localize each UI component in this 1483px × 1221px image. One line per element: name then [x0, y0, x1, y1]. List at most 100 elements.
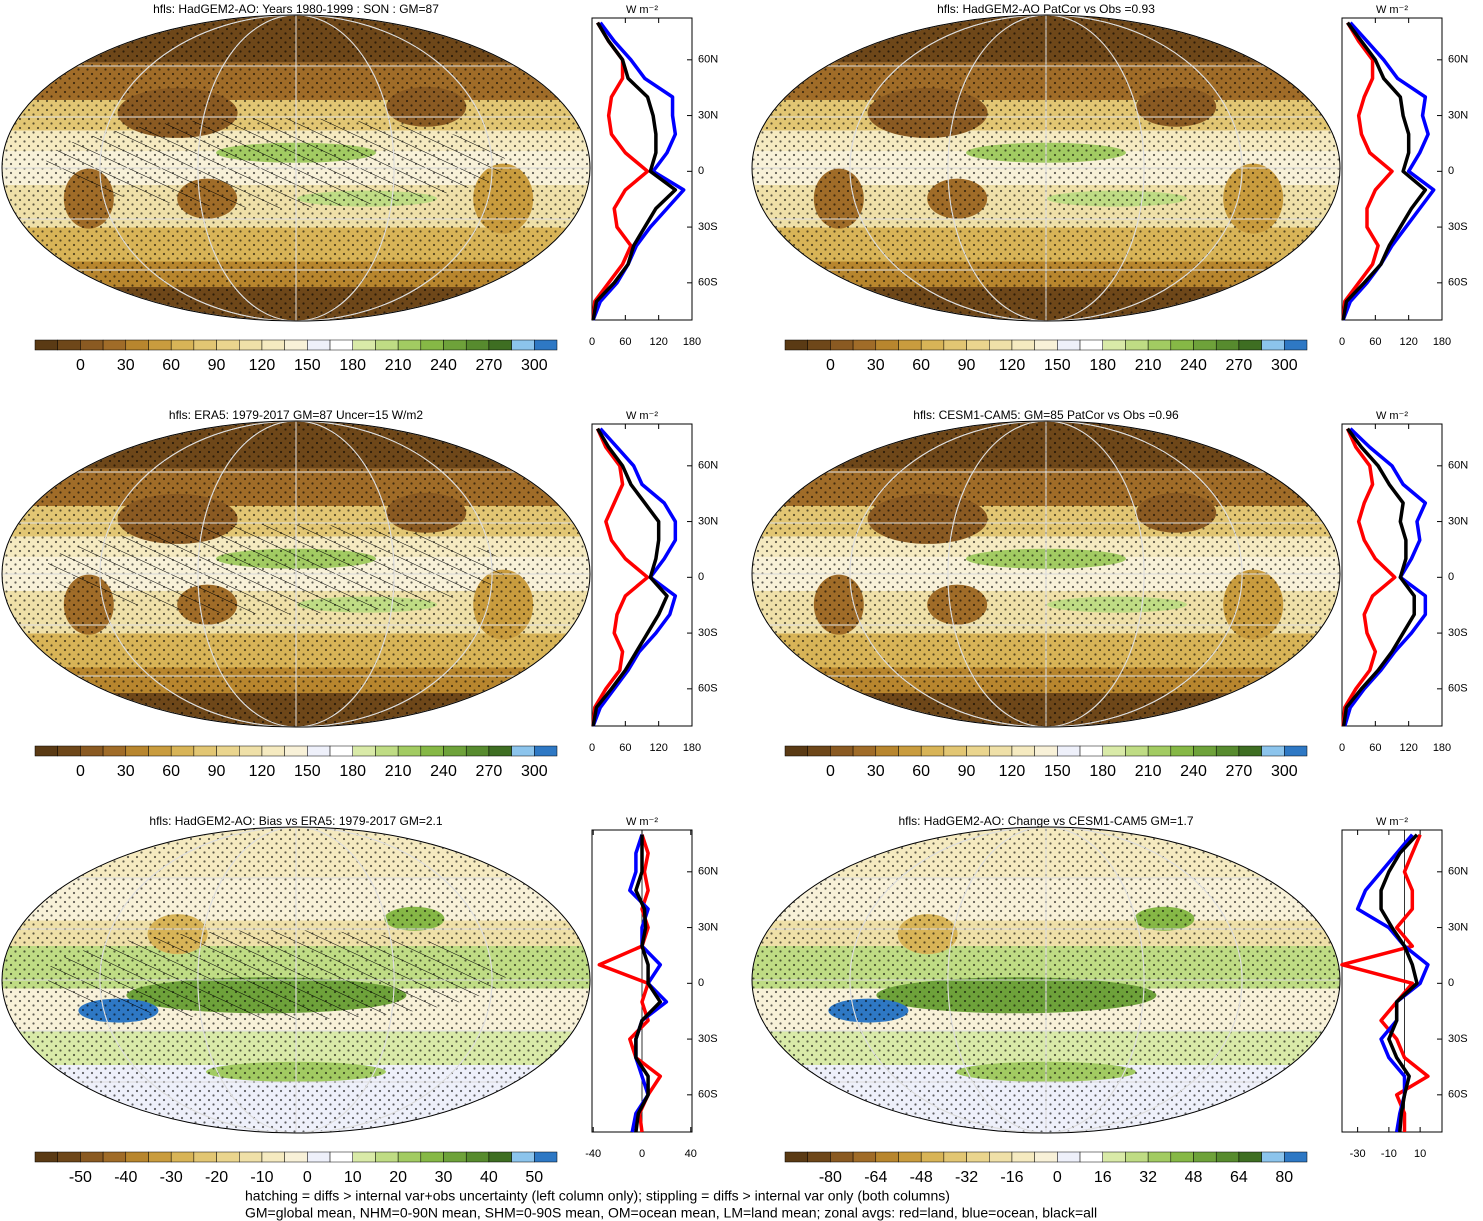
map-border	[1, 826, 591, 1134]
colorbar-box	[193, 339, 217, 351]
graticule	[99, 421, 493, 727]
colorbar-box	[1102, 339, 1126, 351]
x-tick-label: -10	[1381, 1148, 1397, 1160]
hatching	[46, 930, 506, 1020]
colorbar-box	[34, 339, 58, 351]
colorbar-box	[284, 339, 308, 351]
colorbar-box	[1238, 339, 1262, 351]
colorbar-label: 30	[435, 1169, 453, 1186]
colorbar-box	[284, 745, 308, 757]
colorbar-box	[534, 1151, 558, 1163]
colorbar-label: 270	[1226, 763, 1253, 780]
map-border	[1, 420, 591, 728]
colorbar-box	[284, 1151, 308, 1163]
colorbar-label: 210	[1135, 763, 1162, 780]
colorbar-label: -64	[864, 1169, 887, 1186]
colorbar-label: 10	[344, 1169, 362, 1186]
colorbar-label: 210	[1135, 357, 1162, 374]
colorbar-label: 270	[476, 763, 503, 780]
colorbar-label: 180	[1089, 763, 1116, 780]
colorbar-label: 60	[162, 357, 180, 374]
y-tick-label: 60N	[698, 460, 718, 472]
y-tick-label: 30S	[698, 627, 718, 639]
colorbar-box	[966, 745, 990, 757]
zonal-line	[1355, 833, 1430, 1133]
y-tick-label: 30N	[1448, 515, 1468, 527]
zonal-frame	[1341, 423, 1443, 727]
colorbar-label: -48	[910, 1169, 933, 1186]
colorbar-box	[443, 339, 467, 351]
colorbar-box	[784, 745, 808, 757]
map-border	[751, 420, 1341, 728]
colorbar-box	[534, 745, 558, 757]
colorbar-box	[488, 1151, 512, 1163]
x-tick-label: 60	[619, 336, 631, 348]
y-tick-label: 0	[698, 571, 704, 583]
x-axis-label: W m⁻²	[1376, 410, 1408, 422]
colorbar-box	[465, 339, 490, 351]
colorbar-box	[352, 745, 376, 757]
zonal-line	[591, 427, 650, 727]
colorbar-box	[1215, 745, 1240, 757]
colorbar-box	[239, 339, 263, 351]
y-tick-label: 60N	[698, 866, 718, 878]
colorbar-label: 0	[826, 357, 835, 374]
colorbar-box	[329, 745, 353, 757]
graticule	[197, 827, 395, 1133]
colorbar-box	[1170, 339, 1194, 351]
map	[752, 15, 1340, 321]
colorbar-label: 270	[1226, 357, 1253, 374]
colorbar-box	[1147, 745, 1172, 757]
colorbar-label: 300	[1271, 357, 1298, 374]
colorbar-box	[1284, 339, 1308, 351]
x-tick-label: 120	[649, 336, 667, 348]
colorbar-label: 0	[303, 1169, 312, 1186]
zonal-frame	[591, 17, 693, 321]
colorbar-box	[943, 745, 967, 757]
colorbar-box	[784, 339, 808, 351]
panel-title: hfls: HadGEM2-AO: Change vs CESM1-CAM5 G…	[898, 814, 1193, 828]
panel-title: hfls: CESM1-CAM5: GM=85 PatCor vs Obs =0…	[913, 408, 1179, 422]
colorbar-box	[807, 1151, 831, 1163]
colorbar-box	[1170, 745, 1194, 757]
y-tick-label: 60N	[1448, 54, 1468, 66]
colorbar-box	[534, 339, 558, 351]
zonal-line	[1341, 21, 1394, 321]
colorbar-label: 300	[521, 763, 548, 780]
colorbar-box	[1261, 339, 1285, 351]
panel-title: hfls: ERA5: 1979-2017 GM=87 Uncer=15 W/m…	[169, 408, 423, 422]
colorbar-box	[329, 1151, 353, 1163]
colorbar-box	[102, 745, 127, 757]
y-tick-label: 30N	[698, 109, 718, 121]
colorbar-label: 180	[339, 763, 366, 780]
colorbar-label: 300	[521, 357, 548, 374]
colorbar-label: -10	[250, 1169, 273, 1186]
x-tick-label: 0	[589, 336, 595, 348]
y-tick-label: 60N	[1448, 866, 1468, 878]
x-axis-label: W m⁻²	[1376, 4, 1408, 16]
y-tick-label: 0	[698, 977, 704, 989]
colorbar-box	[1057, 339, 1081, 351]
colorbar-label: 50	[525, 1169, 543, 1186]
colorbar-label: 60	[912, 763, 930, 780]
colorbar-box	[852, 1151, 877, 1163]
colorbar-box	[420, 745, 444, 757]
colorbar-label: -80	[819, 1169, 842, 1186]
colorbar-label: 40	[480, 1169, 498, 1186]
colorbar-box	[465, 1151, 490, 1163]
zonal-line	[1341, 21, 1428, 321]
colorbar-box	[1238, 1151, 1262, 1163]
colorbar-box	[488, 745, 512, 757]
colorbar-box	[443, 745, 467, 757]
graticule	[197, 421, 395, 727]
graticule	[947, 421, 1145, 727]
y-tick-label: 0	[698, 165, 704, 177]
hatching	[46, 524, 506, 614]
colorbar-box	[830, 745, 854, 757]
zonal-frame	[1341, 17, 1443, 321]
colorbar-label: 120	[999, 763, 1026, 780]
colorbar-box	[511, 1151, 535, 1163]
colorbar-box	[966, 1151, 990, 1163]
zonal-line	[1341, 427, 1397, 727]
x-axis-label: W m⁻²	[1376, 816, 1408, 828]
